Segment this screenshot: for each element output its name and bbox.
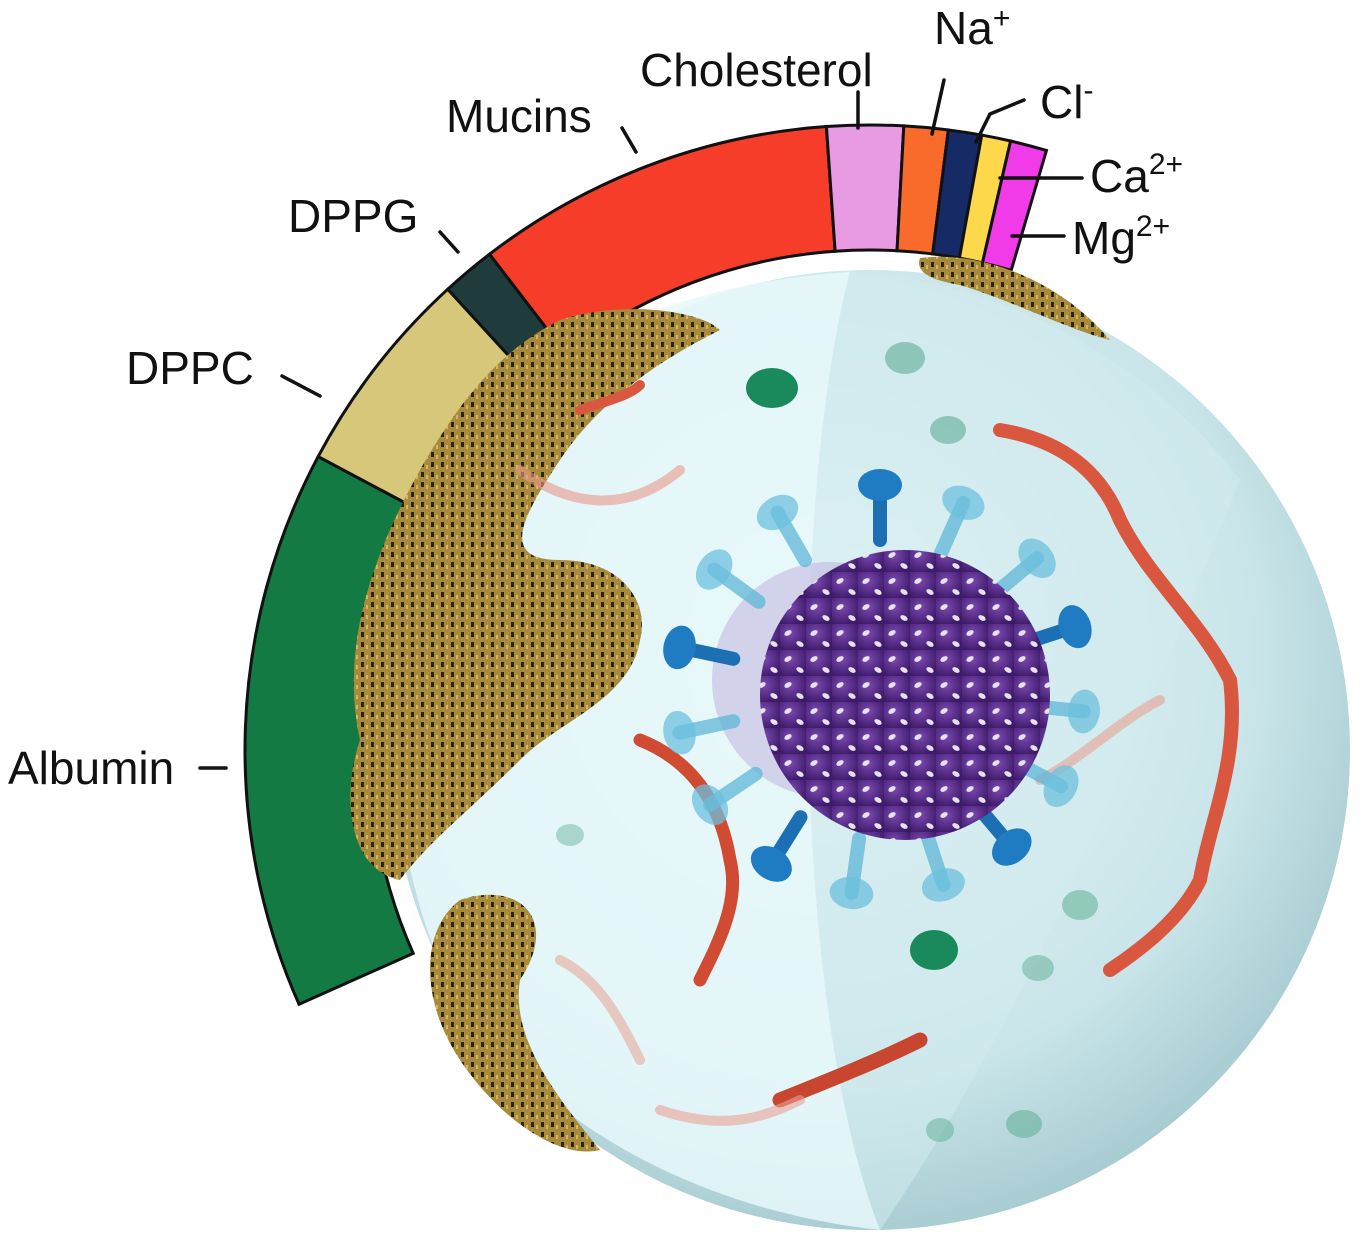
spike-head bbox=[695, 549, 733, 590]
mucin-strand bbox=[772, 1032, 928, 1108]
label-albumin: Albumin bbox=[8, 742, 174, 794]
spike-head bbox=[1043, 765, 1079, 808]
label-mg-sup: 2+ bbox=[1136, 210, 1170, 243]
label-na: Na+ bbox=[934, 2, 1010, 54]
spike-head bbox=[921, 868, 965, 902]
albumin-blob bbox=[910, 930, 958, 970]
surfactant-layers bbox=[350, 256, 1110, 1152]
albumin-blob-faint bbox=[1006, 1110, 1042, 1138]
label-na-base: Na bbox=[934, 2, 993, 54]
mucin-strand-faint bbox=[515, 465, 685, 506]
surfactant-layer-top-right bbox=[919, 256, 1110, 340]
mucin-strand-faint bbox=[555, 955, 645, 1065]
leader-cl bbox=[974, 98, 1026, 144]
albumin-blob-faint bbox=[930, 416, 966, 444]
spike-head bbox=[663, 625, 696, 670]
leader-dppg bbox=[438, 230, 460, 254]
surfactant-layer-bottom bbox=[430, 894, 600, 1152]
label-na-sup: + bbox=[993, 2, 1011, 35]
mucin-strand-faint bbox=[655, 1095, 805, 1126]
spike-head bbox=[1058, 605, 1092, 649]
albumin-blob bbox=[746, 368, 798, 408]
leader-mucins bbox=[620, 126, 638, 154]
label-dppc: DPPC bbox=[126, 342, 254, 394]
mucin-strand bbox=[993, 423, 1240, 977]
spike-head bbox=[663, 710, 696, 755]
spike-head bbox=[1018, 538, 1056, 578]
mucin-strand bbox=[633, 733, 740, 987]
spike-head bbox=[756, 494, 799, 531]
surfactant-layer-left bbox=[350, 309, 720, 881]
ring-segment-cholesterol bbox=[824, 123, 906, 253]
mucin-strands bbox=[515, 380, 1240, 1126]
albumin-proteins bbox=[556, 342, 1098, 1142]
albumin-blob-faint bbox=[1022, 955, 1054, 981]
spike-head bbox=[992, 828, 1032, 866]
label-mucins: Mucins bbox=[446, 90, 592, 142]
spike-head bbox=[942, 485, 985, 520]
label-cl-sup: - bbox=[1083, 74, 1093, 107]
label-cholesterol: Cholesterol bbox=[640, 44, 873, 96]
label-ca: Ca2+ bbox=[1090, 148, 1183, 202]
labels: Albumin DPPC DPPG Mucins Cholesterol Na+… bbox=[8, 2, 1183, 794]
virion-core bbox=[760, 550, 1050, 840]
spike-head bbox=[858, 469, 902, 501]
albumin-blob-faint bbox=[885, 342, 925, 374]
label-ca-base: Ca bbox=[1090, 150, 1149, 202]
spike-head bbox=[829, 876, 874, 910]
albumin-blob-faint bbox=[1062, 890, 1098, 920]
label-mg: Mg2+ bbox=[1072, 210, 1170, 264]
leader-lines bbox=[198, 78, 1084, 770]
virion bbox=[663, 469, 1100, 910]
leader-dppc bbox=[280, 374, 322, 398]
mucin-strand bbox=[575, 380, 645, 415]
albumin-blob-faint bbox=[926, 1118, 954, 1142]
leader-na bbox=[930, 78, 946, 136]
label-ca-sup: 2+ bbox=[1149, 148, 1183, 181]
label-mg-base: Mg bbox=[1072, 212, 1136, 264]
spike-head bbox=[691, 784, 729, 825]
albumin-blob-faint bbox=[556, 824, 584, 846]
spike-proteins bbox=[663, 469, 1100, 910]
spike-head bbox=[750, 845, 792, 882]
label-cl: Cl- bbox=[1040, 74, 1093, 128]
label-dppg: DPPG bbox=[288, 190, 418, 242]
label-cl-base: Cl bbox=[1040, 76, 1083, 128]
spike-head bbox=[1067, 689, 1100, 734]
